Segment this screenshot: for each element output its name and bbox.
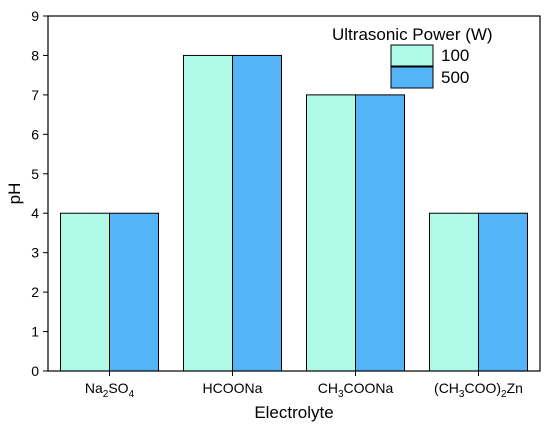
- x-tick-label-part: Zn: [507, 380, 523, 396]
- x-tick-label-part: 2: [103, 389, 109, 400]
- y-tick-label: 8: [31, 47, 39, 63]
- y-tick-label: 5: [31, 166, 39, 182]
- bar-100-0: [60, 212, 110, 372]
- y-tick-label: 1: [31, 324, 39, 340]
- bar-100-1: [183, 54, 233, 372]
- x-tick-label-part: HCOONa: [203, 380, 263, 396]
- legend: Ultrasonic Power (W) 100 500: [332, 25, 493, 89]
- y-tick-label: 0: [31, 363, 39, 379]
- x-tick-label: (CH3COO)2Zn: [434, 380, 523, 400]
- x-tick-label: Na2SO4: [85, 380, 135, 400]
- x-axis-title: Electrolyte: [254, 403, 333, 422]
- x-tick-label-part: CH: [318, 380, 338, 396]
- bar-500-2: [355, 94, 405, 372]
- x-tick-label-part: COONa: [344, 380, 394, 396]
- y-tick-label: 7: [31, 87, 39, 103]
- x-tick-label: HCOONa: [203, 380, 263, 396]
- y-axis: 0 1 2 3 4 5 6 7 8 9: [31, 8, 48, 379]
- x-tick-label-part: SO: [108, 380, 128, 396]
- x-axis: Na2SO4 HCOONa CH3COONa (CH3COO)2Zn: [85, 371, 523, 400]
- legend-title: Ultrasonic Power (W): [332, 25, 493, 44]
- legend-label-500: 500: [441, 68, 469, 87]
- x-tick-label-part: 4: [129, 389, 135, 400]
- x-tick-label-part: 2: [501, 389, 507, 400]
- x-tick-label-part: 3: [459, 389, 465, 400]
- bar-500-0: [109, 212, 159, 372]
- y-tick-label: 9: [31, 8, 39, 24]
- x-tick-label-part: (CH: [434, 380, 459, 396]
- y-axis-title: pH: [5, 183, 24, 205]
- y-tick-label: 2: [31, 284, 39, 300]
- bars-layer: [60, 54, 528, 372]
- bar-100-3: [429, 212, 479, 372]
- plot-area-frame: [47, 15, 541, 372]
- bar-500-3: [478, 212, 528, 372]
- y-tick-label: 3: [31, 245, 39, 261]
- y-tick-label: 4: [31, 205, 39, 221]
- bar-100-2: [306, 94, 356, 372]
- x-tick-label-part: COO): [464, 380, 501, 396]
- bar-500-1: [232, 54, 282, 372]
- legend-swatch-100: [390, 44, 434, 67]
- legend-label-100: 100: [441, 46, 469, 65]
- x-tick-label-part: Na: [85, 380, 103, 396]
- x-tick-label: CH3COONa: [318, 380, 394, 400]
- y-tick-label: 6: [31, 126, 39, 142]
- x-tick-label-part: 3: [338, 389, 344, 400]
- legend-swatch-500: [390, 66, 434, 89]
